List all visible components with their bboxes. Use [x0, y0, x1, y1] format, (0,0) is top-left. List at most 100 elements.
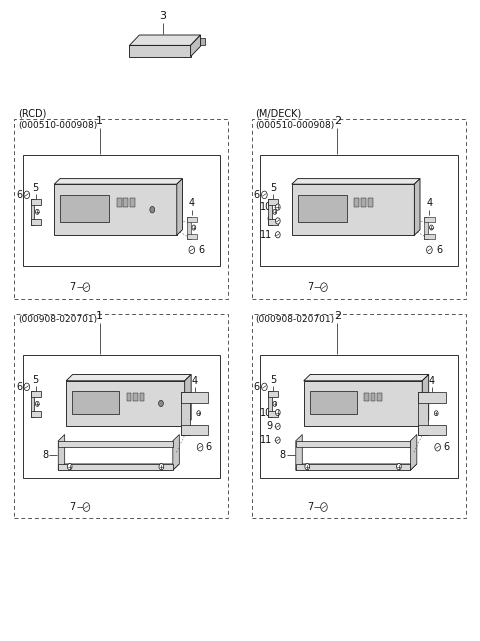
Polygon shape [268, 412, 278, 417]
Text: 11: 11 [260, 435, 273, 445]
Bar [127, 393, 132, 401]
Text: 6: 6 [16, 382, 22, 392]
Text: 6: 6 [253, 382, 260, 392]
Text: 2: 2 [334, 117, 341, 126]
Polygon shape [414, 179, 420, 235]
Polygon shape [268, 199, 278, 205]
Circle shape [427, 246, 432, 254]
Polygon shape [304, 374, 429, 381]
Text: 6: 6 [16, 190, 22, 200]
Polygon shape [66, 374, 191, 381]
Polygon shape [268, 390, 272, 417]
Text: 3: 3 [159, 11, 167, 21]
Circle shape [276, 437, 280, 444]
Text: 9: 9 [266, 216, 273, 226]
Text: 7: 7 [69, 502, 75, 512]
Bar [364, 393, 369, 401]
Bar [14, 314, 228, 519]
Polygon shape [268, 199, 272, 225]
Text: 1: 1 [96, 117, 103, 126]
Bar [23, 155, 220, 266]
Circle shape [305, 463, 310, 470]
Bar [361, 198, 366, 207]
Circle shape [159, 463, 164, 470]
Bar [117, 198, 121, 207]
Circle shape [276, 204, 280, 210]
Polygon shape [58, 464, 180, 470]
Bar [130, 198, 135, 207]
Polygon shape [58, 441, 173, 447]
Polygon shape [268, 219, 278, 225]
Circle shape [435, 444, 441, 451]
Polygon shape [292, 184, 414, 235]
Circle shape [24, 191, 30, 199]
Circle shape [262, 191, 267, 199]
Polygon shape [422, 374, 429, 426]
Circle shape [67, 463, 72, 470]
Text: 6: 6 [444, 442, 449, 453]
Circle shape [192, 225, 196, 230]
Text: 4: 4 [192, 376, 198, 385]
Circle shape [276, 423, 280, 429]
Polygon shape [410, 435, 417, 470]
Text: 5: 5 [270, 183, 276, 193]
Text: 6: 6 [253, 190, 260, 200]
Polygon shape [292, 179, 420, 184]
Bar [260, 355, 458, 478]
Bar [140, 393, 144, 401]
Polygon shape [181, 392, 191, 435]
Polygon shape [418, 425, 446, 435]
Polygon shape [201, 38, 205, 45]
Text: 8: 8 [280, 451, 286, 460]
Text: 4: 4 [426, 198, 432, 208]
Text: 4: 4 [189, 198, 195, 208]
Text: (RCD): (RCD) [18, 108, 47, 118]
Circle shape [430, 225, 433, 230]
Polygon shape [418, 392, 446, 403]
Polygon shape [31, 199, 34, 225]
Circle shape [273, 401, 277, 406]
Text: 9: 9 [266, 421, 273, 431]
Circle shape [396, 463, 401, 470]
Circle shape [36, 401, 39, 406]
Circle shape [150, 206, 155, 213]
Polygon shape [130, 35, 201, 46]
Circle shape [189, 246, 195, 254]
Bar [298, 196, 347, 222]
Polygon shape [66, 381, 185, 426]
Circle shape [158, 400, 163, 406]
Text: (000908-020701): (000908-020701) [255, 315, 335, 324]
Polygon shape [296, 463, 410, 470]
Text: (000908-020701): (000908-020701) [18, 315, 97, 324]
Bar [123, 198, 128, 207]
Polygon shape [418, 392, 428, 435]
Polygon shape [54, 184, 177, 235]
Text: 11: 11 [260, 229, 273, 240]
Polygon shape [31, 412, 41, 417]
Bar [133, 393, 138, 401]
Bar [60, 196, 109, 222]
Polygon shape [424, 234, 434, 238]
Text: 6: 6 [206, 442, 212, 453]
Circle shape [24, 383, 30, 390]
Circle shape [276, 231, 280, 238]
Text: 1: 1 [96, 311, 103, 321]
Polygon shape [187, 217, 191, 238]
Polygon shape [424, 217, 434, 222]
Polygon shape [191, 35, 201, 56]
Polygon shape [187, 217, 197, 222]
Bar [368, 198, 372, 207]
Text: (000510-000908): (000510-000908) [18, 121, 97, 129]
Text: 7: 7 [307, 282, 313, 292]
Polygon shape [296, 441, 410, 447]
Polygon shape [187, 234, 197, 238]
Polygon shape [296, 435, 302, 470]
Text: 4: 4 [429, 376, 435, 385]
Polygon shape [58, 435, 65, 470]
Text: 7: 7 [69, 282, 75, 292]
Bar [252, 314, 466, 519]
Polygon shape [58, 463, 173, 470]
Circle shape [273, 210, 277, 214]
Text: 8: 8 [42, 451, 48, 460]
Polygon shape [54, 179, 182, 184]
